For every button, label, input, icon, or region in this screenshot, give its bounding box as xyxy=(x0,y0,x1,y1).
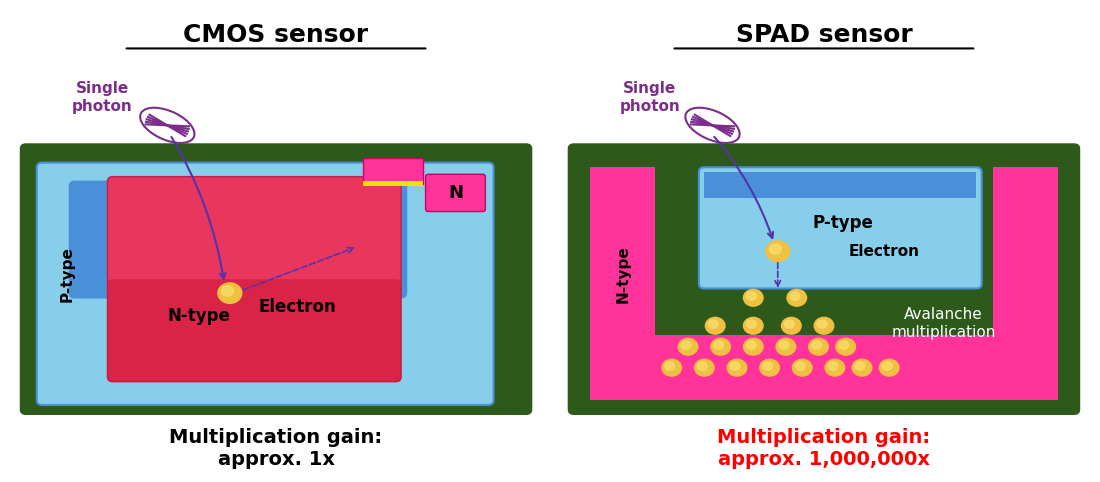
Circle shape xyxy=(221,286,233,296)
Circle shape xyxy=(812,341,822,349)
Circle shape xyxy=(744,338,763,355)
Circle shape xyxy=(747,292,756,300)
Bar xyxy=(590,335,1058,401)
Circle shape xyxy=(708,320,718,328)
Circle shape xyxy=(679,338,697,355)
FancyBboxPatch shape xyxy=(426,174,485,212)
Circle shape xyxy=(814,317,834,334)
Circle shape xyxy=(218,283,242,303)
Text: Multiplication gain:
approx. 1x: Multiplication gain: approx. 1x xyxy=(169,428,383,469)
Text: Electron: Electron xyxy=(258,298,337,316)
Bar xyxy=(992,167,1058,401)
FancyBboxPatch shape xyxy=(21,144,531,415)
FancyBboxPatch shape xyxy=(36,162,494,405)
Circle shape xyxy=(681,341,691,349)
Text: SPAD sensor: SPAD sensor xyxy=(736,23,912,47)
Text: N-type: N-type xyxy=(615,246,630,303)
Circle shape xyxy=(714,341,724,349)
Circle shape xyxy=(808,338,828,355)
Circle shape xyxy=(662,359,682,376)
Circle shape xyxy=(817,320,827,328)
Text: Single
photon: Single photon xyxy=(72,81,132,114)
Circle shape xyxy=(790,292,800,300)
Circle shape xyxy=(779,341,789,349)
Circle shape xyxy=(784,320,794,328)
Text: Single
photon: Single photon xyxy=(619,81,680,114)
Circle shape xyxy=(744,317,763,334)
Text: P-type: P-type xyxy=(813,214,873,232)
Circle shape xyxy=(711,338,730,355)
Circle shape xyxy=(855,362,865,370)
Circle shape xyxy=(882,362,892,370)
Circle shape xyxy=(836,338,856,355)
Circle shape xyxy=(760,359,780,376)
Text: P-type: P-type xyxy=(59,247,74,302)
Bar xyxy=(363,158,422,184)
Text: CMOS sensor: CMOS sensor xyxy=(184,23,368,47)
FancyBboxPatch shape xyxy=(69,181,407,298)
FancyBboxPatch shape xyxy=(698,167,981,288)
Bar xyxy=(656,167,992,335)
Circle shape xyxy=(879,359,899,376)
FancyBboxPatch shape xyxy=(569,144,1079,415)
Circle shape xyxy=(762,362,772,370)
Circle shape xyxy=(694,359,714,376)
Circle shape xyxy=(792,359,812,376)
Circle shape xyxy=(747,341,756,349)
Circle shape xyxy=(769,244,781,254)
Circle shape xyxy=(825,359,845,376)
Bar xyxy=(590,167,656,401)
Circle shape xyxy=(777,338,795,355)
Circle shape xyxy=(697,362,707,370)
Text: Multiplication gain:
approx. 1,000,000x: Multiplication gain: approx. 1,000,000x xyxy=(717,428,931,469)
Circle shape xyxy=(744,289,763,306)
Circle shape xyxy=(786,289,806,306)
Bar xyxy=(704,172,976,198)
Circle shape xyxy=(852,359,872,376)
Circle shape xyxy=(705,317,725,334)
Text: Electron: Electron xyxy=(848,244,920,259)
Circle shape xyxy=(766,241,790,261)
Circle shape xyxy=(747,320,756,328)
Bar xyxy=(363,181,422,186)
Text: N-type: N-type xyxy=(167,308,230,325)
Circle shape xyxy=(781,317,801,334)
Circle shape xyxy=(730,362,740,370)
Circle shape xyxy=(839,341,848,349)
Circle shape xyxy=(828,362,838,370)
Circle shape xyxy=(795,362,805,370)
Text: Avalanche
multiplication: Avalanche multiplication xyxy=(891,307,996,339)
FancyBboxPatch shape xyxy=(108,279,402,382)
FancyBboxPatch shape xyxy=(108,176,402,382)
Circle shape xyxy=(727,359,747,376)
Text: N: N xyxy=(448,184,463,202)
Circle shape xyxy=(664,362,674,370)
